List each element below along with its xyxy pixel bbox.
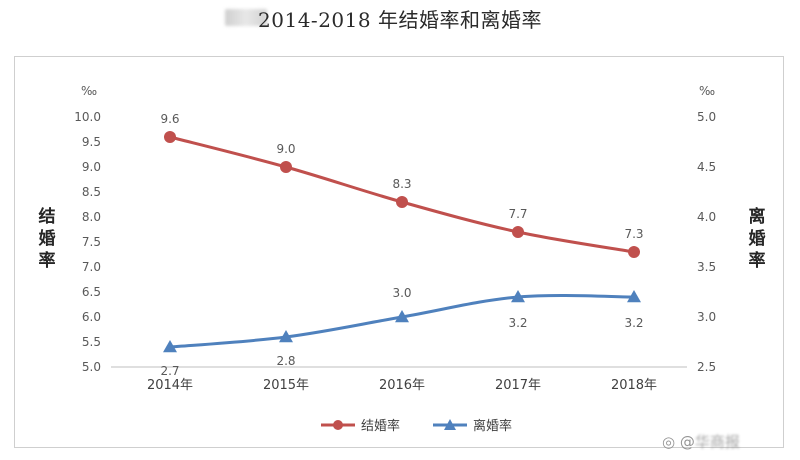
chart-frame: 5.0 5.5 6.0 6.5 7.0 7.5 8.0 8.5 9.0 9.5 10.0 2.5 3.0… bbox=[14, 56, 784, 448]
page-title: 2014-2018 年结婚率和离婚率 bbox=[258, 8, 542, 32]
x-tick-label: 2017年 bbox=[495, 378, 541, 393]
y-right-tick-label: 2.5 bbox=[697, 360, 716, 374]
x-tick-label: 2015年 bbox=[263, 378, 309, 393]
y-right-tick-label: 3.5 bbox=[697, 260, 716, 274]
y-right-axis-title: 率 bbox=[749, 250, 766, 271]
data-point-marriage bbox=[164, 131, 176, 143]
data-label: 7.3 bbox=[624, 227, 643, 241]
data-point-divorce bbox=[511, 290, 525, 303]
x-tick-label: 2014年 bbox=[147, 378, 193, 393]
data-label: 7.7 bbox=[508, 207, 527, 221]
data-point-marriage bbox=[280, 161, 292, 173]
data-point-marriage bbox=[396, 196, 408, 208]
data-label: 3.2 bbox=[508, 316, 527, 330]
data-point-divorce bbox=[279, 330, 293, 343]
watermark: ◎ @华商报 bbox=[662, 431, 740, 452]
y-left-tick-label: 5.5 bbox=[82, 335, 101, 349]
y-right-axis-title: 离 bbox=[749, 206, 766, 227]
y-left-tick-label: 6.0 bbox=[82, 310, 101, 324]
y-left-tick-label: 7.5 bbox=[82, 235, 101, 249]
data-label: 2.8 bbox=[276, 354, 295, 368]
y-right-tick-label: 4.5 bbox=[697, 160, 716, 174]
y-left-tick-label: 8.0 bbox=[82, 210, 101, 224]
data-point-marriage bbox=[628, 246, 640, 258]
y-left-tick-label: 9.5 bbox=[82, 135, 101, 149]
data-label: 3.0 bbox=[392, 286, 411, 300]
title-prefix-blurred bbox=[225, 9, 267, 26]
series-line-1 bbox=[169, 135, 635, 254]
data-point-marriage bbox=[512, 226, 524, 238]
y-left-tick-label: 9.0 bbox=[82, 160, 101, 174]
y-left-tick-label: 5.0 bbox=[82, 360, 101, 374]
y-left-axis-title: 婚 bbox=[39, 228, 56, 249]
data-label: 9.0 bbox=[276, 142, 295, 156]
y-left-tick-label: 7.0 bbox=[82, 260, 101, 274]
y-left-axis-title: 结 bbox=[39, 206, 56, 227]
y-left-axis-title: 率 bbox=[39, 250, 56, 271]
y-left-tick-label: 8.5 bbox=[82, 185, 101, 199]
data-label: 9.6 bbox=[160, 112, 179, 126]
line-chart: 5.0 5.5 6.0 6.5 7.0 7.5 8.0 8.5 9.0 9.5 10.0 2.5 3.0… bbox=[39, 84, 766, 434]
weibo-logo-icon: ◎ bbox=[662, 433, 676, 451]
y-right-unit: ‰ bbox=[699, 84, 715, 98]
legend-label: 离婚率 bbox=[473, 418, 512, 434]
y-left-tick-label: 6.5 bbox=[82, 285, 101, 299]
y-right-tick-label: 5.0 bbox=[697, 110, 716, 124]
x-tick-label: 2018年 bbox=[611, 378, 657, 393]
data-point-divorce bbox=[627, 290, 641, 303]
data-label: 2.7 bbox=[160, 364, 179, 378]
legend-marker-circle bbox=[333, 420, 343, 430]
watermark-text: @ bbox=[679, 433, 695, 451]
y-left-tick-label: 10.0 bbox=[74, 110, 101, 124]
y-right-tick-label: 3.0 bbox=[697, 310, 716, 324]
data-label: 3.2 bbox=[624, 316, 643, 330]
legend-marker-triangle bbox=[444, 419, 456, 430]
y-right-tick-label: 4.0 bbox=[697, 210, 716, 224]
legend-label: 结婚率 bbox=[361, 418, 400, 434]
y-left-unit: ‰ bbox=[81, 84, 97, 98]
data-point-divorce bbox=[163, 340, 177, 353]
y-right-axis-title: 婚 bbox=[749, 228, 766, 249]
watermark-blurred-text: 华商报 bbox=[694, 433, 740, 451]
x-tick-label: 2016年 bbox=[379, 378, 425, 393]
data-label: 8.3 bbox=[392, 177, 411, 191]
data-point-divorce bbox=[395, 310, 409, 323]
